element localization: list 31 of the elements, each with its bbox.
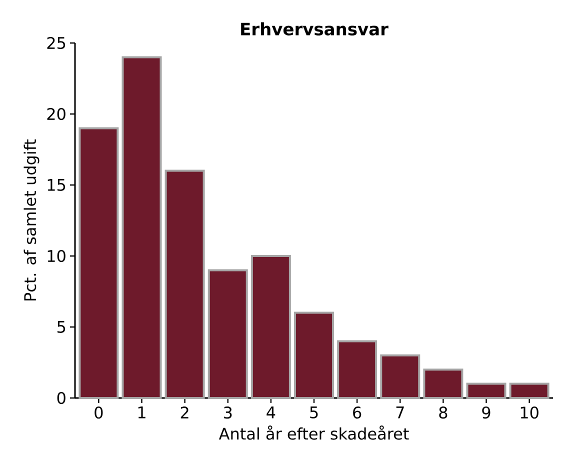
x-tick-label: 10: [520, 406, 538, 419]
x-tick-label: 1: [138, 406, 146, 418]
bar: [337, 340, 378, 399]
bar: [423, 368, 464, 399]
x-tick-label: 8: [439, 406, 448, 419]
bar: [380, 354, 420, 399]
x-tick-label: 7: [396, 406, 404, 418]
y-tick-label: 10: [48, 250, 66, 262]
y-tick-label: 20: [47, 108, 66, 120]
x-tick-label: 6: [353, 406, 362, 419]
bar: [164, 170, 205, 399]
y-axis-title: Pct. af samlet udgift: [24, 139, 40, 300]
y-tick-label: 25: [47, 36, 66, 50]
y-tick-label: 15: [48, 179, 66, 191]
bar: [466, 382, 506, 399]
bar: [509, 382, 550, 399]
bar: [208, 269, 248, 399]
y-tick-label: 5: [58, 321, 66, 333]
x-axis-title: Antal år efter skadeåret: [218, 426, 409, 440]
x-tick-label: 2: [180, 406, 188, 418]
y-tick-label: 0: [57, 392, 66, 404]
x-tick-label: 3: [224, 406, 232, 419]
x-tick-label: 0: [94, 406, 103, 419]
x-tick-label: 9: [482, 406, 490, 419]
chart-title: Erhvervsansvar: [241, 22, 388, 36]
x-tick-label: 4: [266, 406, 276, 418]
bar: [294, 312, 334, 399]
bar: [78, 127, 119, 399]
bar: [250, 255, 291, 399]
x-tick-label: 5: [310, 406, 318, 418]
bar: [122, 56, 162, 399]
